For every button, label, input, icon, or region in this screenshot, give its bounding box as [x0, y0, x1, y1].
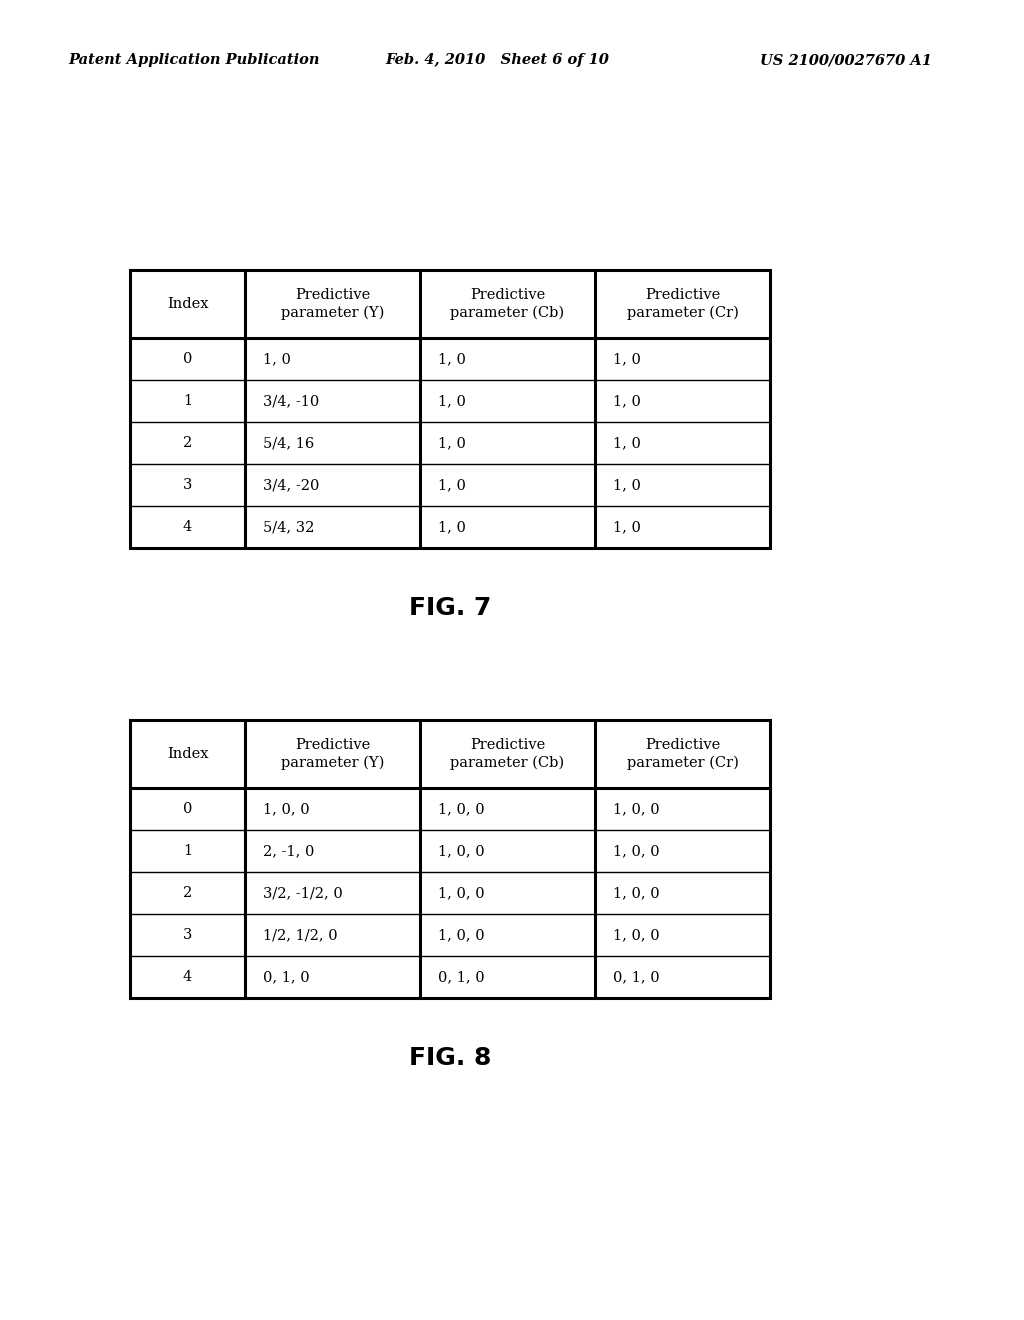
Text: Predictive
parameter (Y): Predictive parameter (Y) — [281, 288, 384, 319]
Text: 3/2, -1/2, 0: 3/2, -1/2, 0 — [263, 886, 343, 900]
Text: 4: 4 — [183, 970, 193, 983]
Text: Predictive
parameter (Cr): Predictive parameter (Cr) — [627, 738, 738, 770]
Text: 1, 0: 1, 0 — [263, 352, 291, 366]
Bar — [130, 271, 770, 548]
Text: 3/4, -20: 3/4, -20 — [263, 478, 319, 492]
Text: 1: 1 — [183, 843, 193, 858]
Text: 4: 4 — [183, 520, 193, 535]
Bar — [130, 719, 770, 998]
Text: 1, 0: 1, 0 — [438, 520, 466, 535]
Text: Feb. 4, 2010   Sheet 6 of 10: Feb. 4, 2010 Sheet 6 of 10 — [385, 53, 609, 67]
Text: 1, 0, 0: 1, 0, 0 — [438, 843, 484, 858]
Text: 1, 0: 1, 0 — [438, 436, 466, 450]
Text: 1, 0, 0: 1, 0, 0 — [438, 928, 484, 942]
Text: FIG. 8: FIG. 8 — [409, 1045, 492, 1071]
Text: 3: 3 — [183, 928, 193, 942]
Text: 1, 0: 1, 0 — [613, 393, 641, 408]
Text: 0, 1, 0: 0, 1, 0 — [613, 970, 659, 983]
Text: FIG. 7: FIG. 7 — [409, 597, 492, 620]
Text: 1, 0, 0: 1, 0, 0 — [613, 928, 659, 942]
Text: 0, 1, 0: 0, 1, 0 — [263, 970, 309, 983]
Text: US 2100/0027670 A1: US 2100/0027670 A1 — [760, 53, 932, 67]
Text: 2: 2 — [183, 886, 193, 900]
Text: 1, 0: 1, 0 — [613, 520, 641, 535]
Text: 5/4, 32: 5/4, 32 — [263, 520, 314, 535]
Text: Index: Index — [167, 297, 208, 312]
Text: 3/4, -10: 3/4, -10 — [263, 393, 319, 408]
Text: 5/4, 16: 5/4, 16 — [263, 436, 314, 450]
Text: 1, 0, 0: 1, 0, 0 — [613, 803, 659, 816]
Text: 2: 2 — [183, 436, 193, 450]
Text: 1, 0, 0: 1, 0, 0 — [613, 843, 659, 858]
Text: 1, 0, 0: 1, 0, 0 — [613, 886, 659, 900]
Text: 1, 0: 1, 0 — [613, 352, 641, 366]
Text: 0: 0 — [183, 352, 193, 366]
Text: 1, 0, 0: 1, 0, 0 — [263, 803, 309, 816]
Text: 1, 0: 1, 0 — [613, 478, 641, 492]
Text: 1, 0: 1, 0 — [438, 393, 466, 408]
Text: Predictive
parameter (Cb): Predictive parameter (Cb) — [451, 738, 564, 770]
Text: 1, 0, 0: 1, 0, 0 — [438, 803, 484, 816]
Text: 0, 1, 0: 0, 1, 0 — [438, 970, 484, 983]
Text: Patent Application Publication: Patent Application Publication — [68, 53, 319, 67]
Text: 1, 0: 1, 0 — [438, 478, 466, 492]
Text: 1/2, 1/2, 0: 1/2, 1/2, 0 — [263, 928, 338, 942]
Text: 1, 0: 1, 0 — [438, 352, 466, 366]
Text: 1, 0: 1, 0 — [613, 436, 641, 450]
Text: 1: 1 — [183, 393, 193, 408]
Text: Predictive
parameter (Cr): Predictive parameter (Cr) — [627, 288, 738, 319]
Text: 0: 0 — [183, 803, 193, 816]
Text: 1, 0, 0: 1, 0, 0 — [438, 886, 484, 900]
Text: 3: 3 — [183, 478, 193, 492]
Text: Predictive
parameter (Cb): Predictive parameter (Cb) — [451, 288, 564, 319]
Text: 2, -1, 0: 2, -1, 0 — [263, 843, 314, 858]
Text: Predictive
parameter (Y): Predictive parameter (Y) — [281, 738, 384, 770]
Text: Index: Index — [167, 747, 208, 762]
